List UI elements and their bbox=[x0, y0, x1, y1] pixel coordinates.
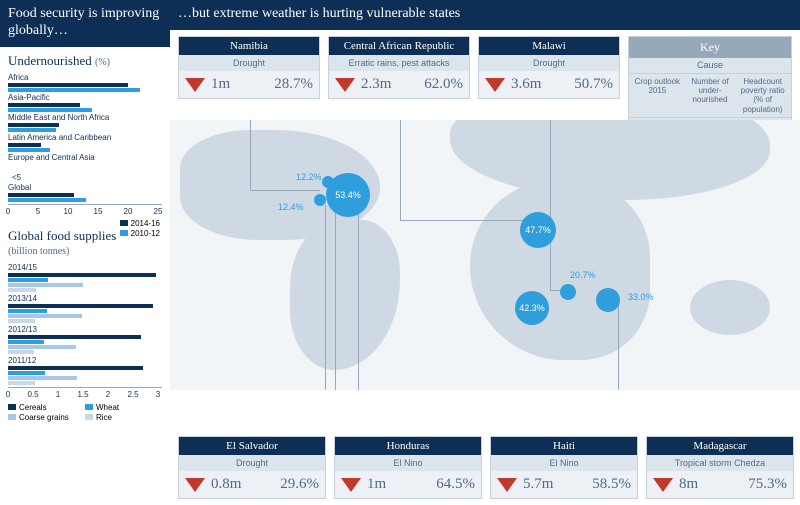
supplies-chart: 2014/152013/142012/132011/1200.511.522.5… bbox=[0, 261, 170, 401]
country-card: MadagascarTropical storm Chedza 8m 75.3% bbox=[646, 436, 794, 499]
card-cause: El Nino bbox=[491, 455, 637, 471]
map-bubble bbox=[596, 288, 620, 312]
map-bubble bbox=[314, 194, 326, 206]
card-country: El Salvador bbox=[179, 437, 325, 455]
outlook-down-icon bbox=[185, 78, 205, 92]
bubble-label: 12.2% bbox=[296, 172, 322, 182]
right-header: …but extreme weather is hurting vulnerab… bbox=[170, 0, 800, 30]
left-panel: Food security is improving globally… Und… bbox=[0, 0, 170, 505]
card-country: Namibia bbox=[179, 37, 319, 55]
bubble-label: 12.4% bbox=[278, 202, 304, 212]
card-undernourished: 3.6m bbox=[511, 76, 541, 93]
card-country: Honduras bbox=[335, 437, 481, 455]
card-poverty-ratio: 29.6% bbox=[280, 476, 319, 493]
card-cause: El Nino bbox=[335, 455, 481, 471]
country-card: El SalvadorDrought 0.8m 29.6% bbox=[178, 436, 326, 499]
card-cause: Tropical storm Chedza bbox=[647, 455, 793, 471]
card-country: Malawi bbox=[479, 37, 619, 55]
card-cause: Drought bbox=[179, 455, 325, 471]
world-map: 53.4%12.2%12.4%47.7%42.3%20.7%33.0% bbox=[170, 120, 800, 390]
card-poverty-ratio: 50.7% bbox=[574, 76, 613, 93]
supplies-unit: (billion tonnes) bbox=[0, 246, 170, 261]
card-poverty-ratio: 62.0% bbox=[424, 76, 463, 93]
card-country: Central African Republic bbox=[329, 37, 469, 55]
country-card: HondurasEl Nino 1m 64.5% bbox=[334, 436, 482, 499]
key-cause-label: Cause bbox=[629, 58, 791, 74]
country-card: HaitiEl Nino 5.7m 58.5% bbox=[490, 436, 638, 499]
right-panel: …but extreme weather is hurting vulnerab… bbox=[170, 0, 800, 505]
supply-group: 2014/15 bbox=[8, 263, 162, 292]
card-poverty-ratio: 64.5% bbox=[436, 476, 475, 493]
bar-row: Europe and Central Asia<5 bbox=[8, 153, 162, 182]
country-card: NamibiaDrought 1m 28.7% bbox=[178, 36, 320, 99]
country-card: MalawiDrought 3.6m 50.7% bbox=[478, 36, 620, 99]
map-bubble bbox=[322, 176, 334, 188]
card-undernourished: 8m bbox=[679, 476, 698, 493]
cards-bottom-row: El SalvadorDrought0.8m29.6%HondurasEl Ni… bbox=[178, 436, 794, 499]
outlook-down-icon bbox=[497, 478, 517, 492]
card-country: Haiti bbox=[491, 437, 637, 455]
outlook-down-icon bbox=[341, 478, 361, 492]
map-bubble: 47.7% bbox=[520, 212, 556, 248]
card-undernourished: 5.7m bbox=[523, 476, 553, 493]
bar-row: Latin America and Caribbean bbox=[8, 133, 162, 152]
card-poverty-ratio: 75.3% bbox=[748, 476, 787, 493]
bar-row: Global bbox=[8, 183, 162, 202]
card-cause: Drought bbox=[479, 55, 619, 71]
supply-group: 2013/14 bbox=[8, 294, 162, 323]
country-card: Central African RepublicErratic rains, p… bbox=[328, 36, 470, 99]
undernourished-legend: 2014-162010-12 bbox=[120, 219, 160, 239]
bubble-label: 20.7% bbox=[570, 270, 596, 280]
outlook-down-icon bbox=[185, 478, 205, 492]
card-undernourished: 1m bbox=[211, 76, 230, 93]
supplies-legend: CerealsWheatCoarse grainsRice bbox=[0, 401, 170, 425]
map-bubble bbox=[560, 284, 576, 300]
card-cause: Erratic rains, pest attacks bbox=[329, 55, 469, 71]
card-undernourished: 2.3m bbox=[361, 76, 391, 93]
card-country: Madagascar bbox=[647, 437, 793, 455]
outlook-down-icon bbox=[485, 78, 505, 92]
left-header: Food security is improving globally… bbox=[0, 0, 170, 47]
key-title: Key bbox=[629, 37, 791, 58]
card-cause: Drought bbox=[179, 55, 319, 71]
key-columns: Crop outlook 2015 Number of under-nouris… bbox=[629, 74, 791, 118]
bubble-label: 33.0% bbox=[628, 292, 654, 302]
supply-group: 2012/13 bbox=[8, 325, 162, 354]
cards-top-row: NamibiaDrought1m28.7%Central African Rep… bbox=[178, 36, 620, 99]
card-undernourished: 1m bbox=[367, 476, 386, 493]
bar-row: Middle East and North Africa bbox=[8, 113, 162, 132]
outlook-down-icon bbox=[335, 78, 355, 92]
undernourished-title: Undernourished (%) bbox=[0, 47, 170, 71]
outlook-down-icon bbox=[653, 478, 673, 492]
bar-row: Africa bbox=[8, 73, 162, 92]
card-undernourished: 0.8m bbox=[211, 476, 241, 493]
card-poverty-ratio: 28.7% bbox=[274, 76, 313, 93]
supply-group: 2011/12 bbox=[8, 356, 162, 385]
bar-row: Asia-Pacific bbox=[8, 93, 162, 112]
undernourished-chart: AfricaAsia-PacificMiddle East and North … bbox=[0, 71, 170, 220]
card-poverty-ratio: 58.5% bbox=[592, 476, 631, 493]
map-bubble: 42.3% bbox=[515, 291, 549, 325]
